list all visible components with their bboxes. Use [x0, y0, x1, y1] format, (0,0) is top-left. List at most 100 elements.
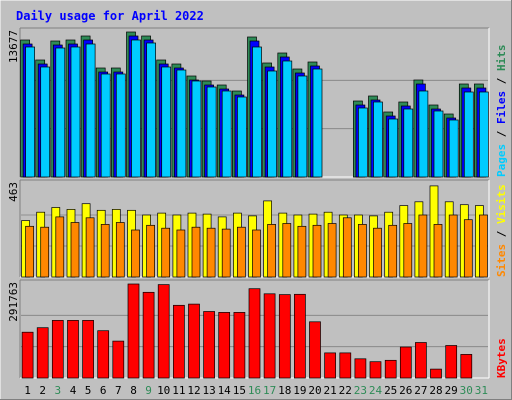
x-tick-label-7: 7 [115, 384, 122, 397]
bar-kbytes-day-7 [112, 340, 125, 379]
bar-kbytes-day-26 [399, 346, 412, 379]
x-tick-label-16: 16 [248, 384, 261, 397]
x-tick-label-18: 18 [278, 384, 291, 397]
panel-series-label: Sites / Visits [495, 184, 508, 277]
series-label-separator: / [495, 71, 508, 91]
panel-series-label: KBytes [495, 338, 508, 378]
bar-sites-day-17 [267, 224, 276, 278]
bar-kbytes-day-19 [294, 293, 306, 379]
bar-kbytes-day-10 [157, 284, 170, 379]
bar-kbytes-day-13 [203, 311, 215, 379]
bar-sites-day-18 [282, 223, 292, 278]
x-tick-label-9: 9 [145, 384, 152, 397]
bar-sites-day-14 [221, 228, 231, 278]
bar-pages-day-14 [221, 90, 232, 178]
series-label-sites: Sites [495, 244, 508, 277]
bar-pages-day-24 [373, 101, 383, 178]
bar-sites-day-9 [146, 224, 155, 278]
bar-kbytes-day-1 [21, 331, 34, 379]
x-tick-label-1: 1 [24, 384, 31, 397]
x-tick-label-12: 12 [187, 384, 200, 397]
bar-sites-day-24 [373, 227, 382, 278]
series-label-hits: Hits [495, 45, 508, 72]
panel-series-label: Pages / Files / Hits [495, 45, 508, 178]
bar-sites-day-19 [297, 225, 307, 278]
bar-sites-day-8 [131, 229, 140, 278]
bar-kbytes-day-18 [278, 294, 291, 379]
bar-pages-day-9 [146, 42, 156, 178]
x-tick-label-26: 26 [399, 384, 412, 397]
panel-kbytes: 291763 KBytes [7, 279, 508, 379]
bar-sites-day-26 [403, 223, 413, 278]
panel-max-label: 291763 [7, 282, 20, 322]
x-axis-day-labels: 1 2 3 4 5 6 7 8 9 10 11 12 13 14 15 16 17 18 19 20 21 22 23 24 2… [24, 384, 488, 397]
x-tick-label-5: 5 [85, 384, 92, 397]
bar-sites-day-4 [70, 222, 80, 278]
bar-sites-day-10 [161, 227, 171, 278]
bar-sites-day-15 [237, 226, 246, 278]
series-label-visits: Visits [495, 184, 508, 224]
bar-sites-day-1 [25, 225, 34, 278]
bar-sites-day-11 [176, 229, 186, 278]
bar-pages-day-29 [448, 119, 459, 178]
series-label-separator: / [495, 124, 508, 144]
series-label-files: Files [495, 91, 508, 124]
bar-pages-day-26 [403, 108, 414, 178]
bar-pages-day-20 [312, 68, 323, 178]
bar-kbytes-day-4 [67, 320, 79, 379]
bar-kbytes-day-17 [263, 293, 276, 379]
x-tick-label-24: 24 [369, 384, 383, 397]
bar-pages-day-11 [176, 69, 187, 178]
bar-pages-day-10 [161, 66, 172, 178]
bar-pages-day-30 [463, 91, 474, 178]
bar-kbytes-day-21 [324, 352, 336, 379]
x-tick-label-17: 17 [263, 384, 276, 397]
bar-kbytes-day-25 [384, 359, 397, 379]
bar-kbytes-day-28 [430, 368, 442, 379]
series-label-separator: / [495, 224, 508, 244]
x-tick-label-8: 8 [130, 384, 137, 397]
bar-kbytes-day-12 [188, 303, 200, 379]
x-tick-label-3: 3 [54, 384, 61, 397]
bar-pages-day-13 [206, 86, 217, 178]
series-label-pages: Pages [495, 144, 508, 177]
bar-pages-day-15 [237, 96, 247, 178]
bar-pages-day-16 [252, 46, 262, 178]
x-tick-label-2: 2 [39, 384, 46, 397]
bar-kbytes-day-27 [415, 342, 427, 379]
bar-sites-day-31 [479, 214, 488, 278]
bar-sites-day-27 [418, 214, 428, 278]
bar-kbytes-day-3 [51, 320, 64, 379]
bar-pages-day-5 [85, 43, 96, 178]
bar-sites-day-12 [191, 226, 201, 278]
bar-kbytes-day-15 [233, 312, 246, 379]
bar-sites-day-7 [115, 222, 125, 278]
x-tick-label-13: 13 [202, 384, 215, 397]
x-tick-label-21: 21 [323, 384, 336, 397]
panel-max-label: 13677 [7, 30, 20, 63]
x-tick-label-29: 29 [445, 384, 458, 397]
bar-pages-day-12 [191, 80, 202, 178]
x-tick-label-6: 6 [100, 384, 107, 397]
panel-max-label: 463 [7, 182, 20, 202]
x-tick-label-25: 25 [384, 384, 397, 397]
x-tick-label-23: 23 [354, 384, 367, 397]
bar-kbytes-day-23 [354, 358, 367, 379]
x-tick-label-30: 30 [460, 384, 473, 397]
bar-kbytes-day-24 [369, 361, 382, 379]
bar-sites-day-6 [100, 224, 110, 278]
bar-pages-day-17 [267, 70, 277, 178]
x-tick-label-28: 28 [429, 384, 442, 397]
x-tick-label-22: 22 [339, 384, 352, 397]
bar-kbytes-day-6 [97, 330, 110, 379]
x-tick-label-15: 15 [233, 384, 246, 397]
bar-pages-day-2 [40, 66, 51, 178]
bar-sites-day-3 [55, 216, 65, 278]
bar-pages-day-27 [418, 90, 429, 178]
x-tick-label-14: 14 [218, 384, 232, 397]
bar-pages-day-1 [25, 46, 35, 178]
bar-pages-day-31 [479, 91, 489, 178]
bar-sites-day-2 [40, 226, 50, 278]
bar-kbytes-day-11 [173, 304, 185, 379]
